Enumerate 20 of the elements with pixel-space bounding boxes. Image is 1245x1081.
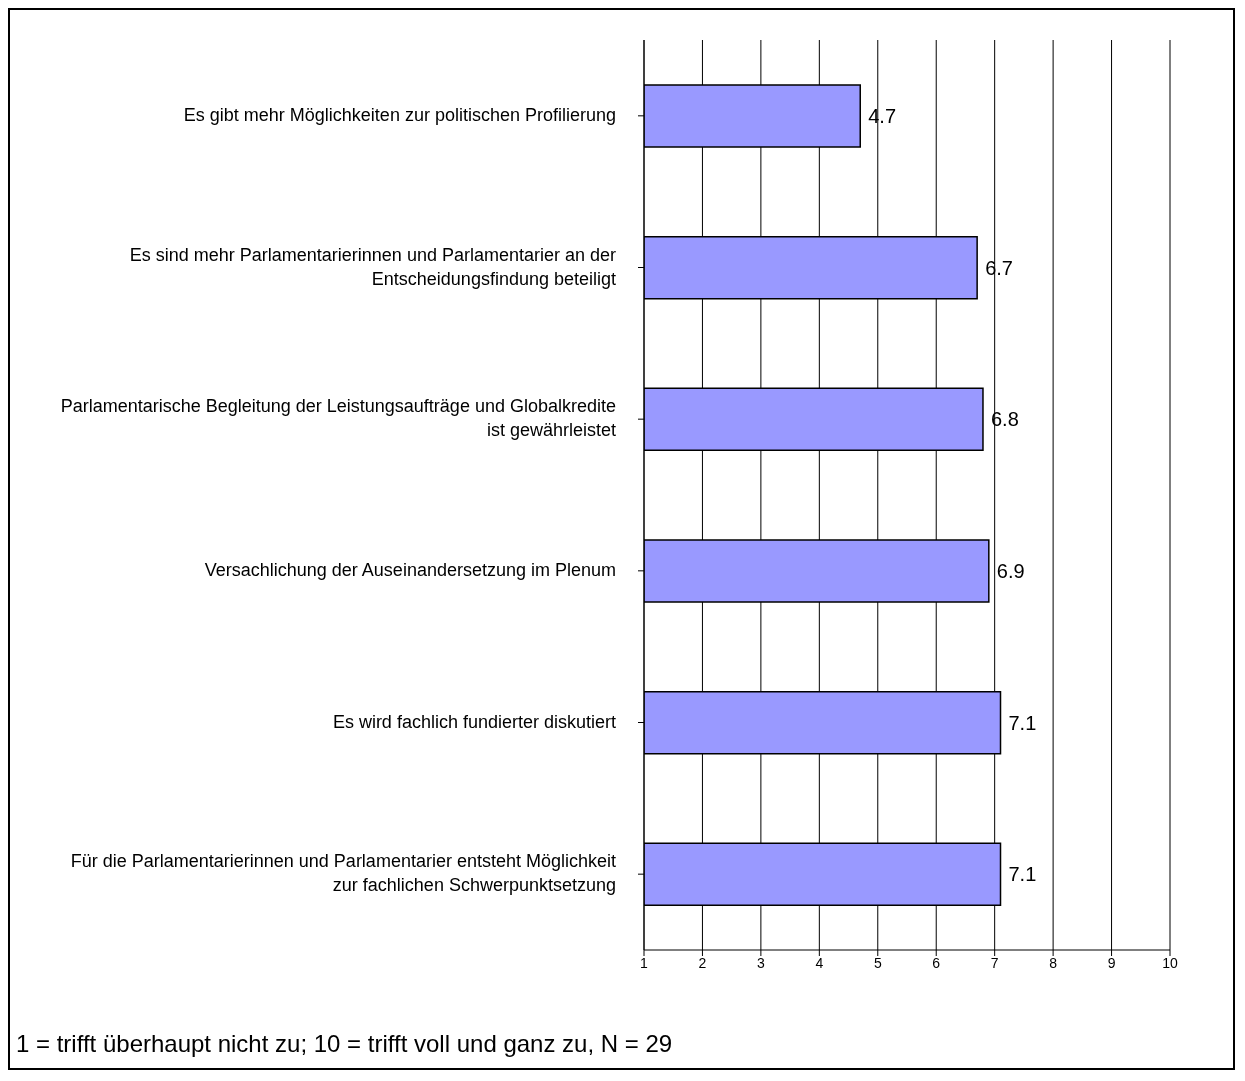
text: 1 = trifft überhaupt nicht zu; 10 = trifft voll und ganz zu, N = 29 [16, 1030, 673, 1058]
y-tick-label: Für die Parlamentarierinnen und Parlamentarier entsteht Möglichkeit zur fachlichen Schwerpunktsetzung [70, 850, 616, 895]
x-tick-label: 5 [873, 954, 882, 971]
x-tick-label: 3 [756, 954, 765, 971]
y-tick-label: Es sind mehr Parlamentarierinnen und Parlamentarier an der Entscheidungsfindung beteiligt [129, 244, 616, 289]
x-tick-label: 4 [815, 954, 824, 971]
x-tick-label: 7 [990, 954, 999, 971]
data-label: 6.9 [996, 560, 1025, 583]
data-label: 7.1 [1008, 863, 1037, 886]
x-tick-label: 2 [698, 954, 707, 971]
x-tick-label: 6 [932, 954, 941, 971]
data-label: 7.1 [1008, 711, 1037, 734]
y-tick-label: Es wird fachlich fundierter diskutiert [332, 711, 616, 732]
y-tick-label: Es gibt mehr Möglichkeiten zur politischen Profilierung [183, 104, 616, 125]
y-tick-label: Versachlichung der Auseinandersetzung im Plenum [204, 559, 616, 580]
x-tick-label: 8 [1049, 954, 1058, 971]
x-tick-label: 1 [640, 954, 649, 971]
x-tick-label: 9 [1107, 954, 1116, 971]
y-tick-label: Parlamentarische Begleitung der Leistungsaufträge und Globalkredite ist gewährleistet [60, 395, 616, 440]
x-tick-label: 10 [1162, 954, 1178, 971]
